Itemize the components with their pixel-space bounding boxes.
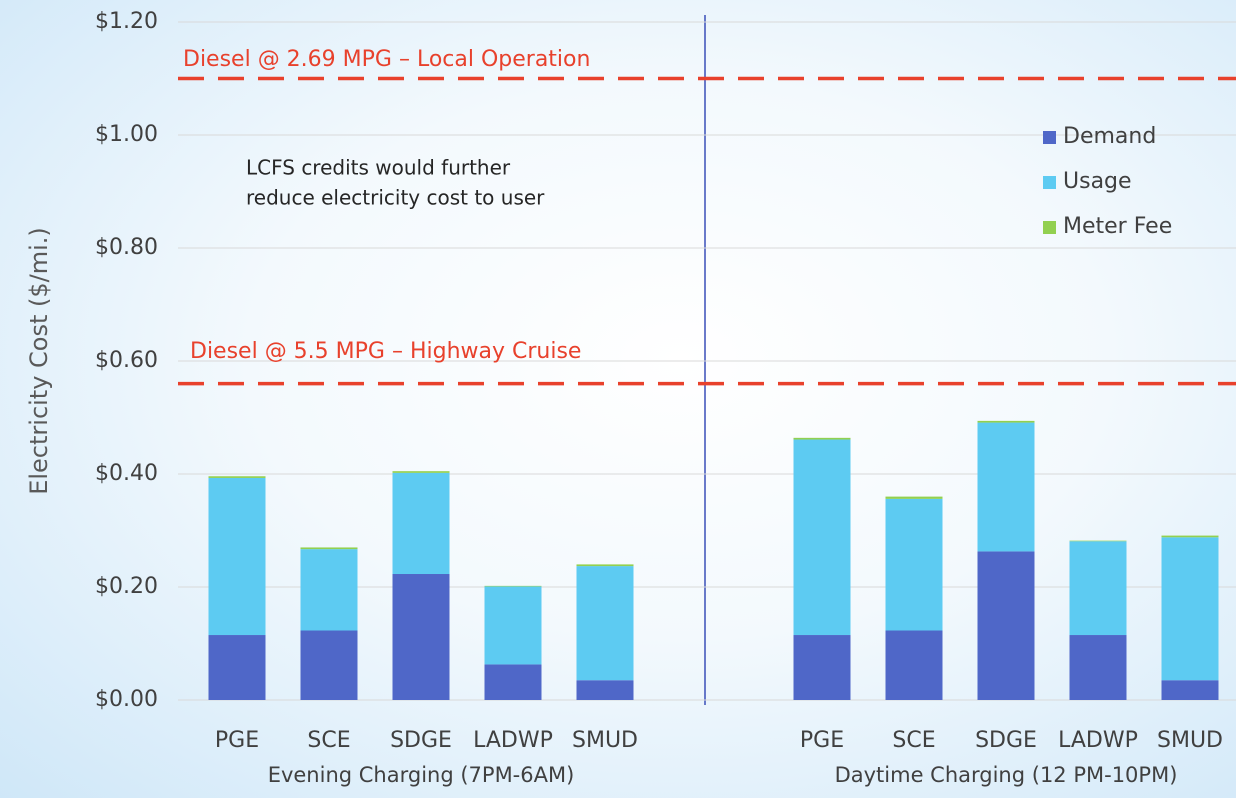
y-tick-label: $0.40 <box>95 461 158 486</box>
y-tick-label: $0.80 <box>95 235 158 260</box>
bar-segment <box>793 439 851 636</box>
bar-segment <box>1161 537 1219 681</box>
reference-label: Diesel @ 5.5 MPG – Highway Cruise <box>190 339 581 364</box>
x-tick-label: SCE <box>307 728 350 753</box>
bar-segment <box>392 471 450 473</box>
x-tick-label: PGE <box>215 728 259 753</box>
bar-segment <box>1161 680 1219 700</box>
bar-segment <box>576 566 634 681</box>
legend-label: Demand <box>1063 124 1156 149</box>
bar-segment <box>300 549 358 631</box>
bar-segment <box>208 477 266 636</box>
group-label: Evening Charging (7PM-6AM) <box>268 763 575 787</box>
bar-segment <box>793 635 851 700</box>
bar-segment <box>977 420 1035 423</box>
bar-segment <box>1069 540 1127 542</box>
legend-label: Usage <box>1063 169 1132 194</box>
x-tick-label: SDGE <box>390 728 452 753</box>
y-tick-label: $1.20 <box>95 9 158 34</box>
bar-segment <box>576 564 634 567</box>
bar-segment <box>208 635 266 700</box>
bar-segment <box>576 680 634 700</box>
reference-label: Diesel @ 2.69 MPG – Local Operation <box>183 47 590 72</box>
y-axis-label: Electricity Cost ($/mi.) <box>25 227 53 495</box>
bar-segment <box>392 472 450 575</box>
bar-segment <box>208 476 266 478</box>
bar-segment <box>885 630 943 700</box>
x-tick-label: SMUD <box>1157 728 1223 753</box>
y-tick-label: $0.60 <box>95 348 158 373</box>
legend-swatch <box>1043 221 1056 234</box>
y-tick-label: $0.20 <box>95 574 158 599</box>
bar-segment <box>885 498 943 631</box>
bar-segment <box>1069 635 1127 700</box>
annotation: reduce electricity cost to user <box>246 186 545 210</box>
y-tick-label: $1.00 <box>95 122 158 147</box>
legend-swatch <box>1043 176 1056 189</box>
bar-segment <box>484 664 542 700</box>
bar-segment <box>1069 541 1127 636</box>
bar-segment <box>977 551 1035 700</box>
bar-segment <box>392 574 450 700</box>
x-tick-label: SMUD <box>572 728 638 753</box>
bar-segment <box>793 437 851 440</box>
bar-segment <box>1161 535 1219 538</box>
annotation: LCFS credits would further <box>246 156 511 180</box>
bar-segment <box>300 630 358 700</box>
bar-segment <box>300 547 358 550</box>
x-tick-label: SDGE <box>975 728 1037 753</box>
x-tick-label: LADWP <box>1058 728 1138 753</box>
bar-segment <box>484 586 542 665</box>
y-tick-label: $0.00 <box>95 687 158 712</box>
x-tick-label: SCE <box>892 728 935 753</box>
group-label: Daytime Charging (12 PM-10PM) <box>835 763 1178 787</box>
legend-label: Meter Fee <box>1063 214 1172 239</box>
legend-swatch <box>1043 131 1056 144</box>
bar-segment <box>977 422 1035 552</box>
x-tick-label: PGE <box>800 728 844 753</box>
x-tick-label: LADWP <box>473 728 553 753</box>
bar-segment <box>885 496 943 499</box>
bar-segment <box>484 585 542 587</box>
